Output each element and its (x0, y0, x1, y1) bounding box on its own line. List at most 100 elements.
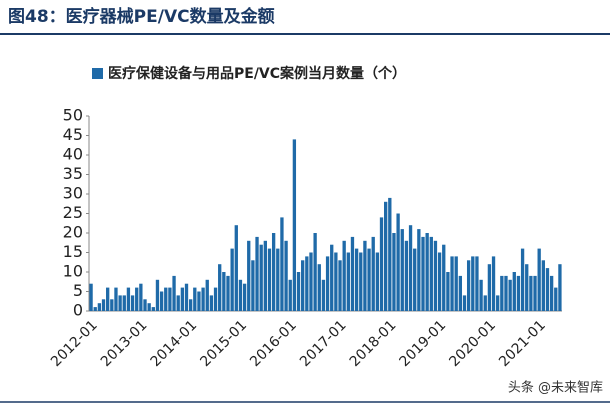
bar (404, 240, 409, 311)
x-tick-label: 2019-01 (397, 317, 450, 370)
y-tick-label: 0 (73, 301, 83, 320)
bar (446, 272, 450, 311)
bar (375, 252, 380, 311)
bar (334, 252, 338, 311)
bar (172, 275, 176, 311)
bar (276, 248, 280, 311)
bar (363, 240, 367, 311)
bar (118, 295, 122, 311)
bar (450, 256, 454, 311)
x-tick-label: 2015-01 (197, 317, 250, 370)
bar (388, 197, 392, 311)
bar (197, 291, 201, 311)
bar (284, 240, 288, 311)
bar (147, 303, 151, 311)
bar (371, 236, 375, 311)
bar (143, 299, 147, 311)
bar (545, 268, 550, 311)
y-tick-label: 50 (63, 106, 83, 125)
bar (487, 264, 492, 311)
bar (500, 275, 504, 311)
y-tick-label: 20 (63, 223, 83, 242)
bar (238, 279, 243, 311)
bar (296, 272, 301, 311)
y-tick-label: 25 (63, 203, 83, 222)
x-tick-label: 2016-01 (247, 317, 300, 370)
bar (247, 240, 251, 311)
bar (309, 252, 313, 311)
bar (106, 287, 110, 311)
bar (537, 248, 541, 311)
bar (408, 225, 413, 311)
bar (234, 225, 238, 311)
bar (263, 240, 267, 311)
bar (193, 287, 197, 311)
bar (267, 248, 272, 311)
bar (413, 248, 417, 311)
y-tick-label: 35 (63, 164, 83, 183)
bar (305, 256, 309, 311)
legend-label: 医疗保健设备与用品PE/VC案例当月数量（个） (108, 65, 406, 82)
bar (230, 248, 234, 311)
bar (466, 260, 471, 311)
bar (367, 248, 371, 311)
watermark: 头条 @未来智库 (508, 380, 603, 396)
bar (255, 236, 259, 311)
bar (384, 201, 388, 311)
x-tick-label: 2013-01 (98, 317, 151, 370)
x-tick-label: 2021-01 (496, 317, 549, 370)
bar (508, 279, 512, 311)
x-tick-label: 2014-01 (148, 317, 201, 370)
y-tick-label: 30 (63, 184, 83, 203)
bar (479, 279, 483, 311)
bar (400, 229, 404, 311)
bar (259, 244, 263, 311)
bar (533, 275, 537, 311)
bar (176, 295, 180, 311)
bar (342, 240, 346, 311)
bar (338, 260, 342, 311)
bar (280, 217, 284, 311)
bar (558, 264, 562, 311)
bar (271, 233, 276, 311)
bar (213, 287, 218, 311)
bar (554, 287, 558, 311)
bar (226, 275, 230, 311)
bar (475, 256, 479, 311)
bar (122, 295, 126, 311)
bar (504, 275, 508, 311)
bar (292, 139, 297, 311)
bar (496, 295, 500, 311)
bar (188, 299, 193, 311)
bar (93, 307, 97, 311)
bar (491, 256, 496, 311)
bar (549, 275, 554, 311)
bar (396, 213, 400, 311)
bar (218, 264, 222, 311)
bar (164, 287, 168, 311)
bar (130, 295, 135, 311)
bar (110, 299, 114, 311)
bar (184, 283, 189, 311)
bar (159, 291, 164, 311)
bar (330, 244, 334, 311)
bar (325, 256, 330, 311)
bar (379, 217, 384, 311)
bar (97, 303, 102, 311)
bar (139, 283, 143, 311)
bar (454, 256, 458, 311)
bar (168, 287, 172, 311)
bar (101, 299, 106, 311)
bar (201, 287, 205, 311)
bar (151, 307, 155, 311)
bar (313, 233, 317, 311)
bar (541, 260, 545, 311)
bar (242, 283, 247, 311)
y-tick-label: 15 (63, 242, 83, 261)
bar (155, 279, 160, 311)
bar (421, 236, 425, 311)
bar (317, 264, 321, 311)
bar (429, 236, 433, 311)
bar (462, 295, 467, 311)
bar (222, 272, 226, 311)
